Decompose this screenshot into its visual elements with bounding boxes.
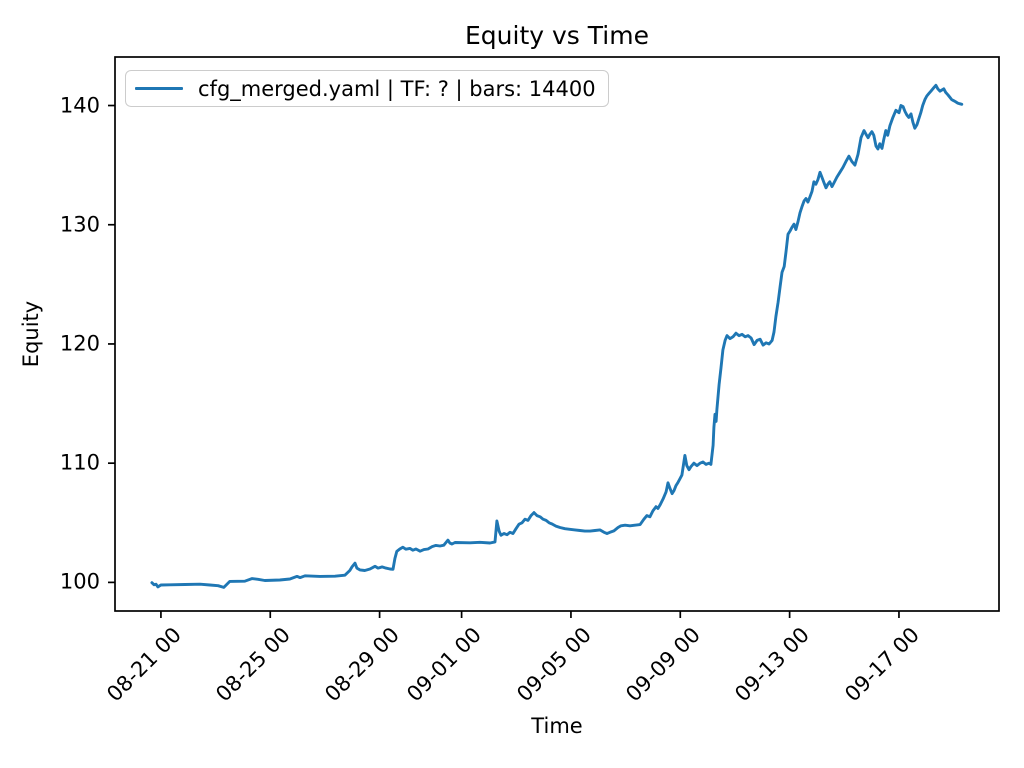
legend: cfg_merged.yaml | TF: ? | bars: 14400 — [125, 70, 609, 107]
y-tick-label: 110 — [59, 450, 100, 475]
x-axis-label: Time — [531, 714, 583, 738]
legend-line-swatch — [135, 86, 183, 91]
y-axis-label: Equity — [19, 300, 43, 368]
y-tick-label: 130 — [59, 212, 100, 237]
axes-spines — [114, 56, 1000, 612]
chart-title: Equity vs Time — [465, 21, 649, 50]
y-tick-label: 120 — [59, 331, 100, 356]
legend-series-label: cfg_merged.yaml | TF: ? | bars: 14400 — [198, 76, 596, 101]
equity-line — [150, 83, 964, 589]
y-tick-label: 100 — [59, 569, 100, 594]
y-tick-label: 140 — [59, 93, 100, 118]
